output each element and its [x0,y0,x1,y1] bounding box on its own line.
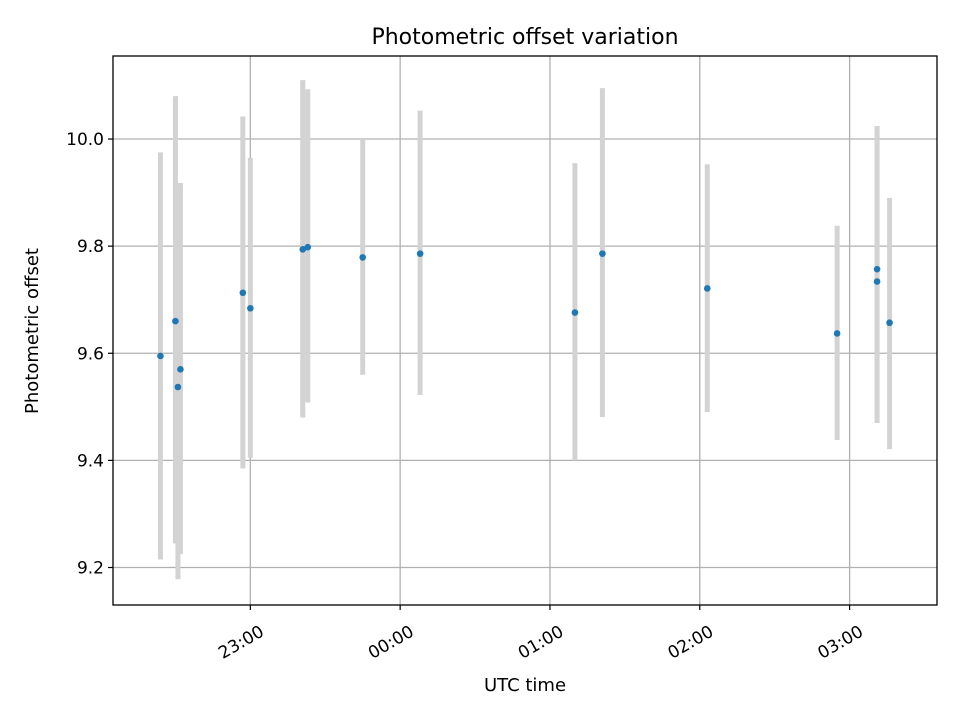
y-axis: 9.2 9.4 9.6 9.8 10.0 [66,130,113,579]
data-point [703,285,711,292]
x-tick-label: 00:00 [365,622,417,664]
x-axis-label: UTC time [484,675,566,696]
data-point [833,330,841,337]
data-point [873,265,881,273]
chart-title: Photometric offset variation [371,25,678,50]
y-axis-label: Photometric offset [22,248,43,414]
error-bars [157,80,893,580]
data-point [157,352,164,360]
data-point [247,304,254,312]
data-points [157,243,893,391]
x-tick-label: 01:00 [515,622,567,664]
x-tick-label: 02:00 [665,622,717,664]
y-tick-label: 9.8 [77,237,104,257]
x-tick-label: 23:00 [215,622,267,664]
data-point [299,246,307,253]
data-point [172,317,179,325]
data-point [359,254,366,261]
x-axis: 23:00 00:00 01:00 02:00 03:00 [215,605,867,664]
data-point [304,243,312,251]
y-tick-label: 10.0 [66,130,104,150]
grid [113,56,937,605]
data-point [571,309,579,316]
data-point [177,366,184,373]
y-tick-label: 9.2 [77,559,104,579]
y-tick-label: 9.6 [77,344,104,364]
data-point [873,278,881,285]
data-point [174,383,182,391]
data-point [886,319,893,327]
data-point [416,250,424,257]
data-point [239,289,247,297]
x-tick-label: 03:00 [814,622,866,664]
plot-frame [112,55,938,606]
y-tick-label: 9.4 [77,451,104,471]
data-point [599,250,606,257]
